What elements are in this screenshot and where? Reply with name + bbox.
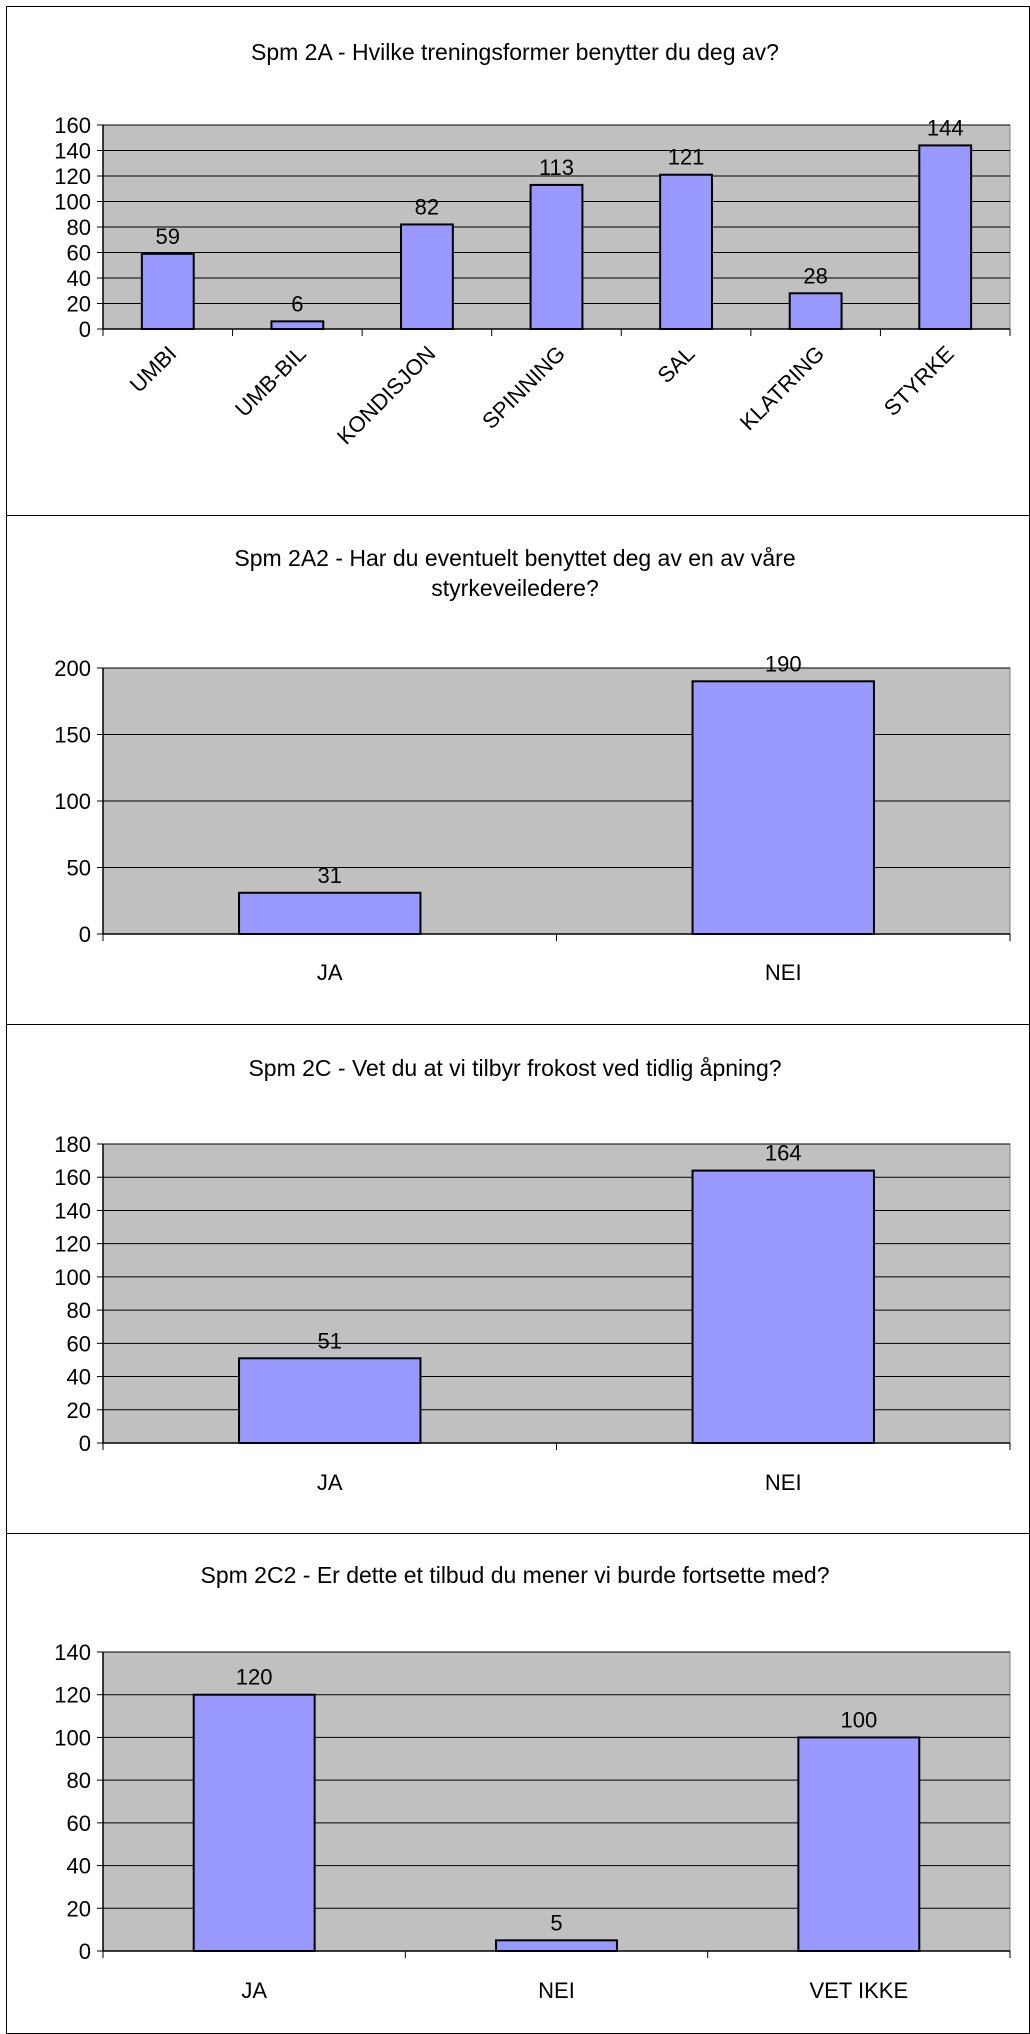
data-label: 164 — [765, 1141, 802, 1166]
y-tick-label: 100 — [54, 1265, 91, 1290]
y-tick-label: 0 — [79, 1939, 91, 1964]
y-tick-label: 80 — [67, 1298, 91, 1323]
data-label: 31 — [318, 863, 342, 888]
data-label: 113 — [539, 155, 574, 180]
bar-ja — [238, 1357, 422, 1444]
bar-ja — [192, 1693, 316, 1952]
y-tick-label: 140 — [54, 1198, 91, 1223]
data-label: 82 — [415, 194, 439, 219]
y-tick-label: 160 — [54, 1165, 91, 1190]
category-label: NEI — [538, 1978, 575, 2003]
chart-panel-2a2: Spm 2A2 - Har du eventuelt benyttet deg … — [54, 545, 1011, 985]
y-tick-label: 40 — [67, 1365, 91, 1390]
chart-title: Spm 2A - Hvilke treningsformer benytter … — [251, 39, 779, 65]
y-tick-label: 40 — [67, 1854, 91, 1879]
bar-spinning — [529, 183, 584, 330]
category-label: JA — [241, 1978, 267, 2003]
bar-chart-2a2: 0 50 100 150 200 31 JA 190 NEI — [54, 651, 1011, 985]
category-label: NEI — [765, 960, 802, 985]
chart-panel-2c: Spm 2C - Vet du at vi tilbyr frokost ved… — [54, 1055, 1011, 1495]
chart-title: Spm 2C - Vet du at vi tilbyr frokost ved… — [248, 1055, 782, 1081]
y-tick-label: 120 — [54, 1683, 91, 1708]
data-label: 120 — [236, 1665, 273, 1690]
bar-klatring — [788, 292, 843, 330]
y-tick-label: 60 — [67, 241, 91, 266]
y-tick-label: 20 — [67, 1398, 91, 1423]
chart-title: Spm 2C2 - Er dette et tilbud du mener vi… — [200, 1562, 830, 1588]
bar-ja — [238, 891, 422, 936]
data-label: 5 — [550, 1910, 562, 1935]
bar-nei — [495, 1939, 618, 1952]
bar-chart-2c: 0 20 40 60 80 100 120 140 160 180 51 JA 164 NEI — [54, 1132, 1011, 1495]
bar-styrke — [918, 144, 973, 330]
data-label: 59 — [156, 224, 180, 249]
bar-kondisjon — [400, 223, 454, 330]
y-tick-label: 150 — [54, 723, 91, 748]
category-label: NEI — [765, 1470, 802, 1495]
y-tick-label: 40 — [67, 266, 91, 291]
y-tick-label: 160 — [54, 113, 91, 138]
data-label: 6 — [291, 291, 303, 316]
bar-chart-2a: 02040608010012014016059UMBI6UMB-BIL82KON… — [54, 113, 1011, 449]
data-label: 144 — [927, 115, 964, 140]
data-label: 121 — [668, 145, 705, 170]
y-tick-label: 60 — [67, 1811, 91, 1836]
y-tick-label: 20 — [67, 1896, 91, 1921]
y-tick-label: 140 — [54, 1640, 91, 1665]
category-label: VET IKKE — [810, 1978, 909, 2003]
y-tick-label: 60 — [67, 1331, 91, 1356]
category-label: JA — [317, 960, 343, 985]
bar-umbi — [140, 252, 195, 330]
y-tick-label: 0 — [79, 1431, 91, 1456]
data-label: 190 — [765, 651, 802, 676]
data-label: 100 — [840, 1707, 877, 1732]
y-tick-label: 100 — [54, 190, 91, 215]
chart-title: Spm 2A2 - Har du eventuelt benyttet deg … — [234, 545, 796, 601]
data-label: 51 — [318, 1328, 342, 1353]
y-tick-label: 80 — [67, 215, 91, 240]
y-tick-label: 180 — [54, 1132, 91, 1157]
y-tick-label: 140 — [54, 139, 91, 164]
bar-nei — [691, 680, 875, 935]
y-tick-label: 200 — [54, 656, 91, 681]
bar-umb-bil — [270, 320, 325, 331]
y-tick-label: 120 — [54, 164, 91, 189]
y-tick-label: 0 — [79, 317, 91, 342]
data-label: 28 — [803, 263, 827, 288]
y-tick-label: 100 — [54, 1725, 91, 1750]
bar-sal — [659, 173, 713, 330]
bar-vet-ikke — [797, 1736, 921, 1953]
chart-panel-2a: Spm 2A - Hvilke treningsformer benytter … — [0, 0, 1030, 516]
y-tick-label: 50 — [67, 856, 91, 881]
y-tick-label: 120 — [54, 1232, 91, 1257]
y-tick-label: 20 — [67, 292, 91, 317]
y-tick-label: 0 — [79, 922, 91, 947]
category-label: JA — [317, 1470, 343, 1495]
bar-nei — [691, 1169, 875, 1444]
y-tick-label: 100 — [54, 789, 91, 814]
y-tick-label: 80 — [67, 1768, 91, 1793]
